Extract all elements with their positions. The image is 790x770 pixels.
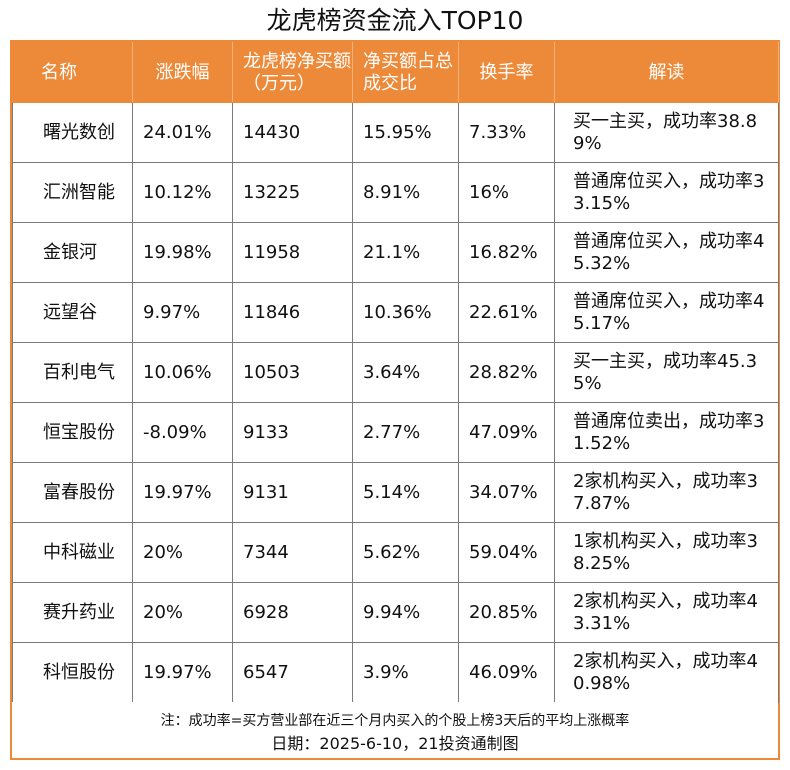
cell-turnover: 46.09% xyxy=(458,642,555,703)
cell-interpretation: 2家机构买入，成功率37.87% xyxy=(554,462,779,523)
cell-interpretation: 买一主买，成功率38.89% xyxy=(554,102,779,163)
cell-turnover: 16% xyxy=(458,162,555,223)
dateline: 日期：2025-6-10，21投资通制图 xyxy=(271,734,519,753)
cell-change: 19.98% xyxy=(132,222,233,283)
cell-change: 20% xyxy=(132,522,233,583)
cell-net-buy: 6547 xyxy=(232,642,353,703)
cell-turnover: 28.82% xyxy=(458,342,555,403)
cell-change: 10.12% xyxy=(132,162,233,223)
cell-name: 赛升药业 xyxy=(12,582,133,643)
page-title: 龙虎榜资金流入TOP10 xyxy=(266,6,524,35)
column-header-interpretation: 解读 xyxy=(554,42,779,103)
cell-change: 10.06% xyxy=(132,342,233,403)
table-row: 恒宝股份 -8.09% 9133 2.77% 47.09% 普通席位卖出，成功率31.52… xyxy=(12,402,779,463)
data-table: 名称 涨跌幅 龙虎榜净买额（万元） 净买额占总成交比 换手率 解读 曙光数创 24… xyxy=(12,42,779,703)
cell-turnover: 16.82% xyxy=(458,222,555,283)
cell-interpretation: 买一主买，成功率45.35% xyxy=(554,342,779,403)
cell-net-buy: 9133 xyxy=(232,402,353,463)
table-row: 科恒股份 19.97% 6547 3.9% 46.09% 2家机构买入，成功率40.98% xyxy=(12,642,779,703)
cell-change: 9.97% xyxy=(132,282,233,343)
cell-net-buy: 7344 xyxy=(232,522,353,583)
cell-name: 科恒股份 xyxy=(12,642,133,703)
cell-net-buy-ratio: 5.14% xyxy=(352,462,459,523)
cell-turnover: 47.09% xyxy=(458,402,555,463)
cell-net-buy-ratio: 2.77% xyxy=(352,402,459,463)
table-frame: 名称 涨跌幅 龙虎榜净买额（万元） 净买额占总成交比 换手率 解读 曙光数创 24… xyxy=(10,40,780,760)
cell-name: 富春股份 xyxy=(12,462,133,523)
table-footer: 注：成功率=买方营业部在近三个月内买入的个股上榜3天后的平均上涨概率 日期：20… xyxy=(12,702,778,758)
cell-name: 远望谷 xyxy=(12,282,133,343)
cell-name: 汇洲智能 xyxy=(12,162,133,223)
cell-net-buy: 13225 xyxy=(232,162,353,223)
cell-net-buy: 14430 xyxy=(232,102,353,163)
cell-turnover: 20.85% xyxy=(458,582,555,643)
cell-net-buy-ratio: 9.94% xyxy=(352,582,459,643)
cell-interpretation: 2家机构买入，成功率40.98% xyxy=(554,642,779,703)
cell-name: 百利电气 xyxy=(12,342,133,403)
table-row: 百利电气 10.06% 10503 3.64% 28.82% 买一主买，成功率45.35% xyxy=(12,342,779,403)
cell-turnover: 7.33% xyxy=(458,102,555,163)
footnote: 注：成功率=买方营业部在近三个月内买入的个股上榜3天后的平均上涨概率 xyxy=(160,713,630,729)
table-row: 远望谷 9.97% 11846 10.36% 22.61% 普通席位买入，成功率45.17… xyxy=(12,282,779,343)
cell-interpretation: 普通席位买入，成功率33.15% xyxy=(554,162,779,223)
cell-net-buy-ratio: 10.36% xyxy=(352,282,459,343)
cell-name: 中科磁业 xyxy=(12,522,133,583)
cell-interpretation: 2家机构买入，成功率43.31% xyxy=(554,582,779,643)
cell-interpretation: 1家机构买入，成功率38.25% xyxy=(554,522,779,583)
cell-net-buy: 10503 xyxy=(232,342,353,403)
cell-net-buy: 9131 xyxy=(232,462,353,523)
table-row: 金银河 19.98% 11958 21.1% 16.82% 普通席位买入，成功率45.32… xyxy=(12,222,779,283)
cell-change: 24.01% xyxy=(132,102,233,163)
cell-name: 恒宝股份 xyxy=(12,402,133,463)
cell-interpretation: 普通席位买入，成功率45.17% xyxy=(554,282,779,343)
column-header-turnover: 换手率 xyxy=(458,42,555,103)
cell-net-buy: 6928 xyxy=(232,582,353,643)
column-header-change: 涨跌幅 xyxy=(132,42,233,103)
table-header-row: 名称 涨跌幅 龙虎榜净买额（万元） 净买额占总成交比 换手率 解读 xyxy=(12,42,779,103)
column-header-net-buy-ratio: 净买额占总成交比 xyxy=(352,42,459,103)
column-header-net-buy: 龙虎榜净买额（万元） xyxy=(232,42,353,103)
cell-turnover: 22.61% xyxy=(458,282,555,343)
cell-net-buy-ratio: 15.95% xyxy=(352,102,459,163)
cell-change: -8.09% xyxy=(132,402,233,463)
cell-change: 20% xyxy=(132,582,233,643)
cell-name: 金银河 xyxy=(12,222,133,283)
cell-net-buy: 11958 xyxy=(232,222,353,283)
cell-net-buy: 11846 xyxy=(232,282,353,343)
table-row: 曙光数创 24.01% 14430 15.95% 7.33% 买一主买，成功率38.89% xyxy=(12,102,779,163)
cell-net-buy-ratio: 5.62% xyxy=(352,522,459,583)
table-row: 富春股份 19.97% 9131 5.14% 34.07% 2家机构买入，成功率37.87… xyxy=(12,462,779,523)
cell-net-buy-ratio: 21.1% xyxy=(352,222,459,283)
cell-turnover: 59.04% xyxy=(458,522,555,583)
table-row: 中科磁业 20% 7344 5.62% 59.04% 1家机构买入，成功率38.25% xyxy=(12,522,779,583)
cell-change: 19.97% xyxy=(132,642,233,703)
cell-turnover: 34.07% xyxy=(458,462,555,523)
cell-net-buy-ratio: 3.64% xyxy=(352,342,459,403)
table-row: 汇洲智能 10.12% 13225 8.91% 16% 普通席位买入，成功率33.15% xyxy=(12,162,779,223)
cell-net-buy-ratio: 3.9% xyxy=(352,642,459,703)
cell-change: 19.97% xyxy=(132,462,233,523)
table-row: 赛升药业 20% 6928 9.94% 20.85% 2家机构买入，成功率43.31% xyxy=(12,582,779,643)
cell-name: 曙光数创 xyxy=(12,102,133,163)
column-header-name: 名称 xyxy=(12,42,133,103)
cell-interpretation: 普通席位卖出，成功率31.52% xyxy=(554,402,779,463)
cell-interpretation: 普通席位买入，成功率45.32% xyxy=(554,222,779,283)
cell-net-buy-ratio: 8.91% xyxy=(352,162,459,223)
